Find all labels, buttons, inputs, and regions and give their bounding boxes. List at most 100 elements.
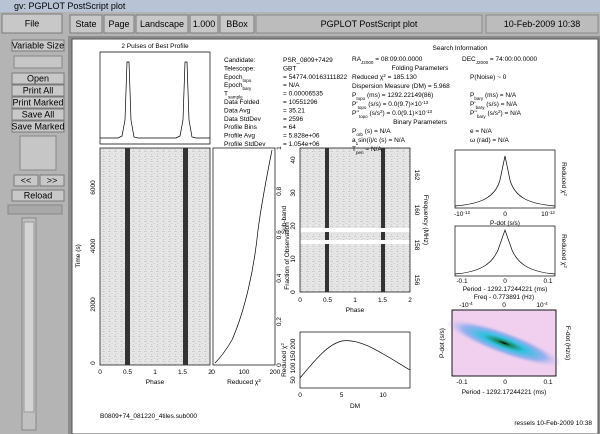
button[interactable]: 1.000 xyxy=(189,14,219,34)
tick-label: 0 xyxy=(211,369,215,376)
button[interactable]: Print All xyxy=(11,84,65,97)
tick-label: 0 xyxy=(298,297,302,304)
period-frame xyxy=(454,225,556,277)
button[interactable]: Save Marked xyxy=(11,120,65,133)
subscript: topo xyxy=(359,114,368,119)
button-face[interactable] xyxy=(219,14,255,34)
superscript: 2 xyxy=(564,265,569,268)
axis-label: F-dot (Hz/s) xyxy=(564,326,571,360)
button-face[interactable] xyxy=(1,13,63,34)
button-label[interactable]: >> xyxy=(47,176,58,186)
button-face[interactable] xyxy=(39,174,65,187)
button[interactable]: >> xyxy=(39,174,65,187)
button[interactable]: BBox xyxy=(219,14,255,34)
info-label: Data StdDev xyxy=(224,116,262,123)
button[interactable]: File xyxy=(1,13,63,34)
text-part: Reduced χ xyxy=(281,345,288,377)
axis-label: Time (s) xyxy=(75,244,82,268)
info-label: Tsample xyxy=(224,91,243,100)
subscript: sample xyxy=(228,94,243,99)
button-face[interactable] xyxy=(13,174,39,187)
button-label[interactable]: Save All xyxy=(22,110,55,120)
button[interactable]: Reload xyxy=(11,189,65,202)
button-label[interactable]: State xyxy=(75,19,96,29)
tick-label: 5 xyxy=(340,392,344,399)
button-label[interactable]: Page xyxy=(108,19,129,29)
profile-curve xyxy=(100,61,210,139)
button-label[interactable]: Print All xyxy=(23,86,54,96)
info-value: PSR_0809+7429 xyxy=(283,57,333,64)
button-label[interactable]: Reload xyxy=(24,191,53,201)
gap xyxy=(300,228,410,232)
button-face[interactable] xyxy=(103,14,135,34)
button-label[interactable]: BBox xyxy=(226,19,248,29)
profile-title: 2 Pulses of Best Profile xyxy=(121,43,189,50)
button[interactable]: Variable Size xyxy=(11,39,65,52)
text-part: ) = 0.0(9.1)×10 xyxy=(383,110,426,117)
text-part: T xyxy=(224,91,228,98)
info-line: Reduced χ2 = 185.130 xyxy=(352,73,417,82)
info-value: = 35.21 xyxy=(283,107,305,114)
button-face[interactable] xyxy=(11,72,65,85)
text-part: (s/s xyxy=(368,110,381,117)
subscript: bary xyxy=(477,114,487,119)
fraction-curve xyxy=(214,149,273,364)
pulse-band xyxy=(325,148,329,292)
tick-label: 0 xyxy=(98,369,102,376)
info-line: ω (rad) = N/A xyxy=(470,137,510,144)
section-heading: Binary Parameters xyxy=(393,119,448,126)
button-face[interactable] xyxy=(11,96,65,109)
superscript: -12 xyxy=(463,210,470,215)
button-label[interactable]: File xyxy=(25,19,40,29)
tick-label: 10-12 xyxy=(541,210,555,219)
axis-label: Sub-band xyxy=(281,206,288,235)
tick-label: 0 xyxy=(503,278,507,285)
subscript: peri xyxy=(356,150,364,155)
pulse-band xyxy=(125,148,130,365)
button[interactable]: << xyxy=(13,174,39,187)
button[interactable]: Save All xyxy=(11,108,65,121)
button-face[interactable] xyxy=(69,14,103,34)
button-face[interactable] xyxy=(11,120,65,133)
text-part: P' xyxy=(470,101,476,108)
text-part: Data StdDev xyxy=(224,116,262,123)
period-curve xyxy=(454,228,556,275)
button[interactable]: State xyxy=(69,14,103,34)
superscript: -4 xyxy=(544,301,549,306)
button-face[interactable] xyxy=(11,108,65,121)
text-part: (s) = N/A xyxy=(363,128,391,135)
button-label[interactable]: Variable Size xyxy=(12,41,64,51)
button-face[interactable] xyxy=(11,84,65,97)
button[interactable]: Page xyxy=(103,14,135,34)
tick-label: 0.1 xyxy=(543,379,552,386)
button[interactable]: Landscape xyxy=(135,14,189,34)
text-part: Epoch xyxy=(224,74,243,81)
text-part: = 08:09:00.0000 xyxy=(373,56,422,63)
button-label[interactable]: Landscape xyxy=(140,19,184,29)
info-label: Epochtopo xyxy=(224,74,252,83)
subscript: 1 xyxy=(356,141,359,146)
text-part: e = N/A xyxy=(470,128,493,135)
button-label[interactable]: 1.000 xyxy=(193,19,216,29)
button-label[interactable]: Save Marked xyxy=(11,122,64,132)
button[interactable]: Open xyxy=(11,72,65,85)
button-label[interactable]: Print Marked xyxy=(12,98,63,108)
button-face[interactable] xyxy=(11,189,65,202)
button-label[interactable]: << xyxy=(21,176,32,186)
button-face[interactable] xyxy=(135,14,189,34)
text-part: ) = N/A xyxy=(501,110,522,117)
button[interactable]: Print Marked xyxy=(11,96,65,109)
slider-bar xyxy=(7,204,63,215)
axis-label: Freq - 0.773891 (Hz) xyxy=(474,294,534,301)
tick-label: 40 xyxy=(290,156,297,164)
button-face[interactable] xyxy=(189,14,219,34)
scroll-thumb[interactable] xyxy=(23,221,35,413)
info-value: = 5.828e+06 xyxy=(283,133,320,140)
button-face[interactable] xyxy=(11,39,65,52)
profile-frame xyxy=(99,51,211,145)
document-field xyxy=(255,14,483,34)
subscript: topo xyxy=(358,105,367,110)
tick-label: 160 xyxy=(413,205,420,216)
button-label[interactable]: Open xyxy=(27,74,49,84)
text-part: P'' xyxy=(352,110,359,117)
